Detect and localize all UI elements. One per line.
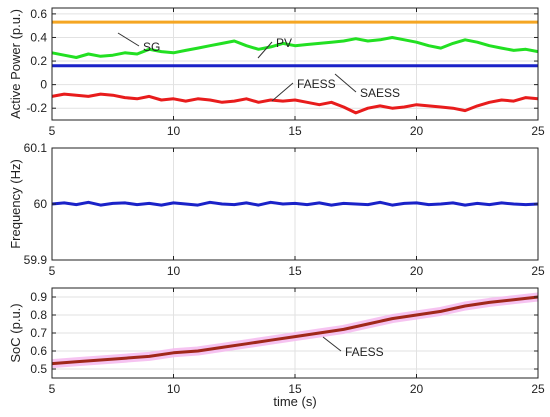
annotation-pv: PV bbox=[257, 36, 292, 59]
x-tick-label: 20 bbox=[410, 124, 424, 138]
annotation-label: SG bbox=[143, 40, 160, 54]
y-tick-label: 0.9 bbox=[30, 290, 47, 304]
y-tick-label: 0.4 bbox=[30, 30, 47, 44]
y-tick-label: 60 bbox=[34, 197, 48, 211]
y-tick-label: 0.5 bbox=[30, 362, 47, 376]
y-tick-label: 0.6 bbox=[30, 7, 47, 21]
x-tick-label: 5 bbox=[49, 124, 56, 138]
x-tick-label: 15 bbox=[288, 264, 302, 278]
x-tick-label: 10 bbox=[167, 264, 181, 278]
x-tick-label: 10 bbox=[167, 382, 181, 396]
annotation-sg: SG bbox=[117, 32, 160, 54]
y-axis-label: SoC (p.u.) bbox=[8, 303, 23, 362]
x-axis-label: time (s) bbox=[273, 394, 316, 409]
annotation-faess: FAESS bbox=[271, 77, 336, 102]
series-line-faess bbox=[51, 92, 539, 115]
y-axis-label: Frequency (Hz) bbox=[8, 159, 23, 249]
y-tick-label: -0.2 bbox=[26, 101, 47, 115]
y-tick-label: 0.6 bbox=[30, 344, 47, 358]
x-tick-label: 5 bbox=[49, 382, 56, 396]
y-tick-label: 0.7 bbox=[30, 326, 47, 340]
x-tick-label: 15 bbox=[288, 382, 302, 396]
annotation-label: SAESS bbox=[360, 86, 400, 100]
y-tick-label: 0.8 bbox=[30, 308, 47, 322]
annotation-pointer bbox=[257, 41, 273, 59]
y-tick-label: 59.9 bbox=[24, 253, 48, 267]
x-tick-label: 25 bbox=[531, 124, 545, 138]
annotation-label: PV bbox=[276, 36, 292, 50]
x-tick-label: 20 bbox=[410, 264, 424, 278]
annotation-faess: FAESS bbox=[322, 336, 384, 359]
annotation-saess: SAESS bbox=[334, 73, 400, 100]
x-tick-label: 15 bbox=[288, 124, 302, 138]
annotation-label: FAESS bbox=[345, 345, 384, 359]
x-tick-label: 10 bbox=[167, 124, 181, 138]
panel-1: SG PV FAESS SAESS 5 10 15 20 25 -0.2 0 0.2 0.4 0.6 Act… bbox=[8, 7, 545, 138]
x-tick-label: 5 bbox=[49, 264, 56, 278]
annotation-label: FAESS bbox=[297, 77, 336, 91]
annotation-pointer bbox=[334, 73, 357, 93]
x-tick-label: 25 bbox=[531, 264, 545, 278]
annotation-pointer bbox=[117, 32, 140, 47]
y-tick-label: 60.1 bbox=[24, 141, 48, 155]
y-tick-label: 0 bbox=[40, 78, 47, 92]
annotation-pointer bbox=[322, 336, 342, 352]
x-tick-label: 25 bbox=[531, 382, 545, 396]
series-line-pv bbox=[51, 36, 539, 59]
y-tick-label: 0.2 bbox=[30, 54, 47, 68]
panel-3: FAESS 5 10 15 20 25 0.5 0.6 0.7 0.8 0.9 SoC (p.u.) t… bbox=[8, 287, 545, 409]
annotation-pointer bbox=[271, 82, 294, 102]
x-tick-label: 20 bbox=[410, 382, 424, 396]
y-axis-label: Active Power (p.u.) bbox=[8, 9, 23, 119]
series-line-faess bbox=[51, 295, 539, 366]
series-line-frequency bbox=[51, 200, 539, 207]
